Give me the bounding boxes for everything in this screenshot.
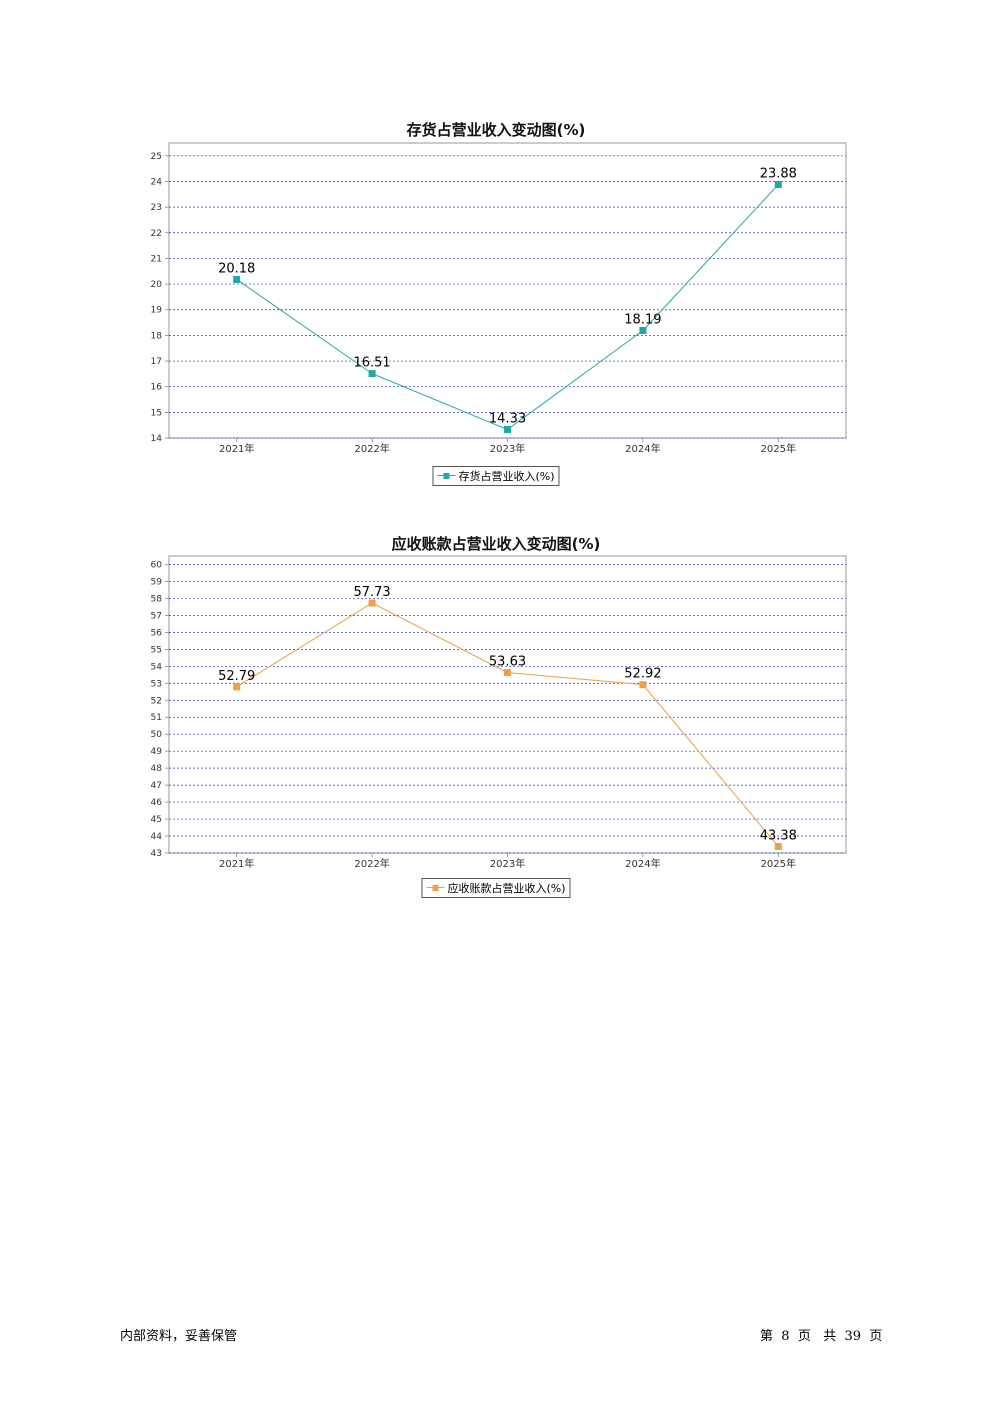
chart-2-y-tick-label: 50: [151, 730, 163, 740]
chart-1-data-point: [233, 275, 241, 283]
chart-1-data-point: [504, 426, 511, 434]
chart-2-y-tick-label: 49: [151, 747, 163, 757]
chart-2-title: 应收账款占营业收入变动图(%): [391, 535, 601, 553]
chart-1-y-tick-label: 14: [151, 434, 163, 444]
chart-2-data-label: 57.73: [353, 585, 390, 600]
chart-1-plot-frame: [168, 142, 847, 439]
chart-1-x-tick-label: 2024年: [625, 442, 660, 455]
chart-1-data-point: [774, 181, 782, 189]
chart-1-title: 存货占营业收入变动图(%): [406, 121, 586, 139]
chart-2-data-point: [233, 683, 241, 691]
chart-1-data-label: 23.88: [760, 167, 797, 182]
chart-2-x-tick-label: 2025年: [761, 857, 796, 870]
chart-1-data-label: 18.19: [624, 313, 661, 328]
chart-2-legend-label: 应收账款占营业收入(%): [447, 882, 566, 895]
chart-2-y-tick-label: 46: [151, 798, 163, 808]
chart-2-data-label: 52.92: [624, 667, 661, 682]
chart-2-y-tick-label: 56: [151, 628, 163, 638]
chart-2-y-tick-label: 48: [151, 764, 163, 774]
chart-2-y-tick-label: 55: [151, 645, 162, 655]
chart-2-plot-frame: [168, 555, 847, 854]
chart-2-data-point: [368, 599, 376, 607]
chart-2-y-tick-label: 53: [151, 679, 162, 689]
chart-1-x-tick-label: 2023年: [490, 442, 525, 455]
chart-2-x-tick-label: 2024年: [625, 857, 660, 870]
chart-2-legend: 应收账款占营业收入(%): [421, 878, 571, 898]
chart-2-y-tick-label: 59: [151, 577, 163, 587]
chart-1-y-tick-label: 22: [151, 229, 162, 239]
chart-1-y-tick-label: 19: [151, 306, 163, 316]
chart-2-data-label: 43.38: [760, 829, 797, 844]
chart-1-x-tick-label: 2022年: [354, 442, 389, 455]
chart-1-x-tick-label: 2025年: [761, 442, 796, 455]
footer-page-total: 39: [844, 1329, 862, 1344]
footer-page-total-label: 共: [823, 1329, 837, 1344]
chart-1-data-label: 16.51: [353, 356, 390, 371]
chart-2-x-tick-label: 2021年: [219, 857, 254, 870]
chart-2-legend-marker: [426, 883, 445, 893]
footer-page-number: 第 8 页 共 39 页: [760, 1325, 882, 1344]
chart-1-y-tick-label: 25: [151, 152, 162, 162]
chart-1-data-point: [639, 327, 647, 335]
chart-2-x-tick-label: 2022年: [354, 857, 389, 870]
chart-1-data-label: 20.18: [218, 261, 255, 276]
chart-1-legend-label: 存货占营业收入(%): [458, 470, 555, 483]
chart-1-data-label: 14.33: [489, 412, 526, 427]
chart-1-y-tick-label: 20: [151, 280, 163, 290]
footer-confidential-note: 内部资料，妥善保管: [120, 1329, 238, 1344]
chart-1-y-tick-label: 16: [151, 383, 163, 393]
chart-2-y-tick-label: 47: [151, 781, 162, 791]
chart-1-data-point: [368, 370, 376, 378]
chart-2-data-label: 53.63: [489, 655, 526, 670]
chart-2-data-point: [639, 681, 647, 689]
footer-page-label-mid: 页: [797, 1329, 811, 1344]
chart-1-plot: 14 15 16 17 18 19 20 21 22 23 24 25 2021年 2022年 2023年 2…: [151, 142, 847, 455]
chart-2-plot: 43 44 45 46 47 48 49 50 51 52 53 54 55 56 57 58 59 60 2021…: [151, 555, 847, 870]
footer-page-label-pre: 第: [760, 1329, 774, 1344]
chart-2-y-tick-label: 43: [151, 849, 162, 859]
chart-2-y-tick-label: 52: [151, 696, 162, 706]
chart-1-legend-marker: [437, 471, 456, 481]
chart-2-y-tick-label: 54: [151, 662, 163, 672]
chart-1-x-tick-label: 2021年: [219, 442, 254, 455]
footer-page-label-post: 页: [869, 1329, 883, 1344]
chart-2-data-point: [504, 669, 511, 677]
chart-1-y-tick-label: 21: [151, 254, 162, 264]
chart-1-y-tick-label: 17: [151, 357, 162, 367]
chart-1-legend: 存货占营业收入(%): [432, 466, 560, 486]
chart-2-y-tick-label: 44: [151, 832, 163, 842]
chart-2-y-tick-label: 57: [151, 611, 162, 621]
chart-2-data-point: [774, 843, 782, 851]
chart-2-y-tick-label: 45: [151, 815, 162, 825]
chart-1-y-tick-label: 15: [151, 408, 162, 418]
chart-2-x-tick-label: 2023年: [490, 857, 525, 870]
chart-1-y-tick-label: 18: [151, 331, 163, 341]
chart-2-data-label: 52.79: [218, 669, 255, 684]
chart-1-y-tick-label: 24: [151, 177, 163, 187]
chart-2-y-tick-label: 60: [151, 560, 163, 570]
chart-1-y-tick-label: 23: [151, 203, 162, 213]
footer-page-current: 8: [781, 1329, 790, 1344]
chart-2-y-tick-label: 58: [151, 594, 163, 604]
chart-2-y-tick-label: 51: [151, 713, 162, 723]
